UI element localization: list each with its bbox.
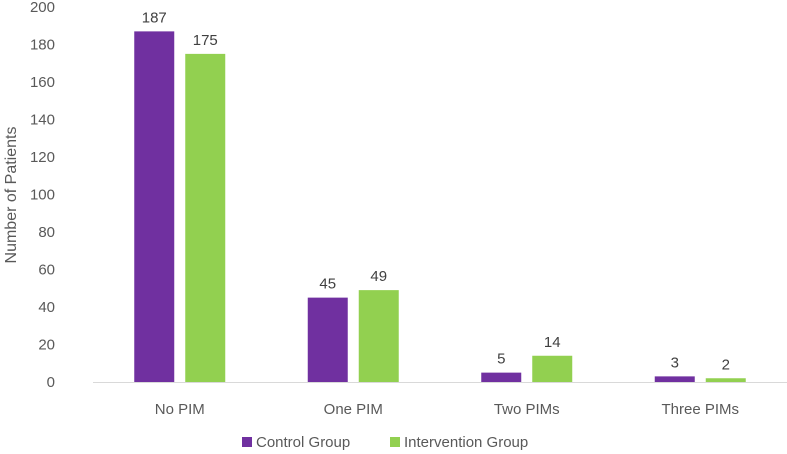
bar [532,355,573,382]
y-tick-label: 140 [30,112,55,129]
legend-label: Intervention Group [404,434,528,451]
data-label: 5 [497,351,505,368]
y-tick-label: 100 [30,187,55,204]
bar [134,31,175,382]
bar [307,297,348,382]
y-axis-ticks: 0 20 40 60 80 100 120 140 160 180 200 [30,0,55,391]
y-tick-label: 80 [38,224,55,241]
bar [705,378,746,382]
bar [654,376,695,382]
legend-swatch [242,437,252,447]
bar [185,53,226,382]
legend-swatch [390,437,400,447]
x-tick-label: One PIM [324,401,383,418]
y-tick-label: 20 [38,337,55,354]
y-tick-label: 160 [30,74,55,91]
data-label: 175 [193,32,218,49]
y-tick-label: 200 [30,0,55,16]
y-tick-label: 0 [47,374,55,391]
data-label: 45 [319,276,336,293]
data-labels: 187 175 45 49 5 14 3 2 [142,9,730,373]
y-axis-title: Number of Patients [3,127,20,264]
legend-label: Control Group [256,434,350,451]
data-label: 49 [370,268,387,285]
y-tick-label: 120 [30,149,55,166]
x-tick-label: Two PIMs [494,401,560,418]
bar [481,372,522,382]
x-tick-label: Three PIMs [661,401,739,418]
y-tick-label: 180 [30,37,55,54]
y-tick-label: 60 [38,262,55,279]
legend: Control Group Intervention Group [242,434,528,451]
y-tick-label: 40 [38,299,55,316]
data-label: 3 [671,354,679,371]
data-label: 14 [544,334,561,351]
bar [358,290,399,382]
x-tick-label: No PIM [155,401,205,418]
data-label: 187 [142,9,167,26]
bars [134,31,746,382]
data-label: 2 [722,356,730,373]
x-axis-ticks: No PIM One PIM Two PIMs Three PIMs [155,401,739,418]
